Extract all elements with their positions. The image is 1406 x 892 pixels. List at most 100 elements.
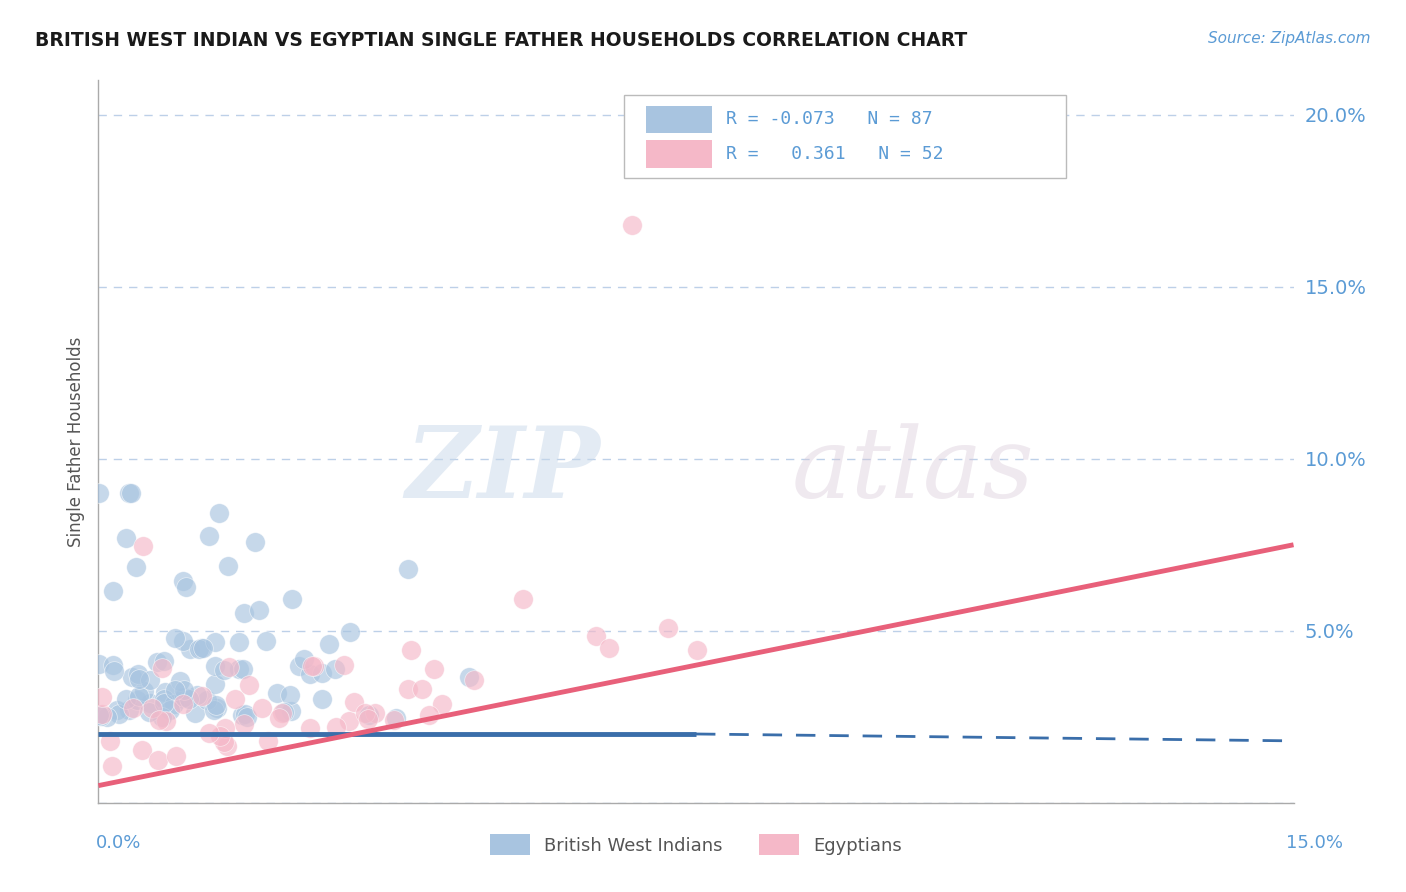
Point: [354, 706, 377, 720]
Point: [302, 658, 325, 673]
Point: [87, 657, 110, 671]
Point: [204, 635, 226, 649]
FancyBboxPatch shape: [624, 95, 1067, 178]
Point: [118, 703, 141, 717]
Point: [657, 621, 679, 635]
Point: [87, 708, 110, 723]
Point: [179, 641, 201, 656]
Point: [339, 624, 361, 639]
Point: [103, 665, 125, 679]
Point: [236, 710, 259, 724]
Point: [173, 682, 195, 697]
Point: [422, 662, 444, 676]
Point: [190, 641, 212, 656]
Point: [128, 672, 150, 686]
Point: [217, 558, 239, 573]
Point: [139, 673, 162, 687]
Point: [146, 754, 169, 768]
Point: [108, 706, 131, 721]
Point: [278, 689, 301, 703]
Point: [224, 692, 246, 706]
Point: [343, 695, 366, 709]
Point: [288, 658, 311, 673]
Text: 15.0%: 15.0%: [1285, 834, 1343, 852]
Point: [463, 673, 485, 688]
Point: [311, 692, 333, 706]
Text: Source: ZipAtlas.com: Source: ZipAtlas.com: [1208, 31, 1371, 46]
Point: [311, 665, 333, 680]
Point: [198, 529, 221, 543]
Point: [204, 703, 226, 717]
Point: [105, 703, 128, 717]
Point: [396, 682, 419, 697]
Y-axis label: Single Father Households: Single Father Households: [66, 336, 84, 547]
Point: [457, 670, 479, 684]
Point: [172, 634, 194, 648]
Point: [132, 539, 155, 553]
Point: [163, 697, 186, 711]
Point: [512, 591, 534, 606]
Point: [127, 666, 149, 681]
Legend: British West Indians, Egyptians: British West Indians, Egyptians: [482, 827, 910, 863]
Point: [150, 710, 173, 724]
Point: [179, 691, 201, 706]
Point: [215, 739, 238, 754]
Point: [190, 689, 212, 703]
Point: [155, 714, 177, 728]
Point: [214, 663, 236, 677]
Text: ZIP: ZIP: [405, 422, 600, 518]
Point: [120, 486, 142, 500]
Point: [238, 678, 260, 692]
Point: [187, 641, 209, 656]
Point: [396, 562, 419, 576]
Point: [163, 631, 186, 645]
Text: BRITISH WEST INDIAN VS EGYPTIAN SINGLE FATHER HOUSEHOLDS CORRELATION CHART: BRITISH WEST INDIAN VS EGYPTIAN SINGLE F…: [35, 31, 967, 50]
Point: [273, 705, 295, 719]
Point: [132, 684, 155, 698]
Point: [385, 711, 408, 725]
Point: [333, 657, 356, 672]
Point: [90, 690, 112, 704]
Point: [233, 606, 256, 620]
Point: [301, 659, 323, 673]
Point: [325, 720, 347, 734]
Point: [686, 642, 709, 657]
Point: [152, 691, 174, 706]
Point: [228, 635, 250, 649]
Point: [172, 698, 194, 712]
Point: [205, 701, 228, 715]
Point: [90, 706, 112, 721]
Point: [152, 661, 174, 675]
FancyBboxPatch shape: [645, 140, 711, 168]
Point: [281, 592, 304, 607]
Point: [101, 658, 124, 673]
Point: [163, 682, 186, 697]
Point: [209, 729, 232, 743]
Point: [598, 640, 620, 655]
Point: [214, 735, 236, 749]
Point: [232, 662, 254, 676]
Point: [318, 638, 340, 652]
Point: [233, 717, 256, 731]
Point: [131, 742, 153, 756]
Point: [96, 709, 118, 723]
Point: [172, 690, 194, 705]
Point: [148, 713, 170, 727]
Point: [382, 713, 405, 727]
Point: [214, 721, 236, 735]
Point: [205, 698, 228, 712]
Point: [208, 506, 231, 520]
Point: [418, 707, 440, 722]
Point: [89, 486, 111, 500]
FancyBboxPatch shape: [645, 105, 711, 133]
Point: [411, 682, 433, 697]
Point: [101, 758, 124, 772]
Point: [146, 656, 169, 670]
Point: [364, 706, 387, 720]
Point: [174, 580, 197, 594]
Point: [125, 560, 148, 574]
Point: [337, 714, 360, 728]
Point: [231, 708, 253, 723]
Point: [114, 531, 136, 545]
Point: [159, 703, 181, 717]
